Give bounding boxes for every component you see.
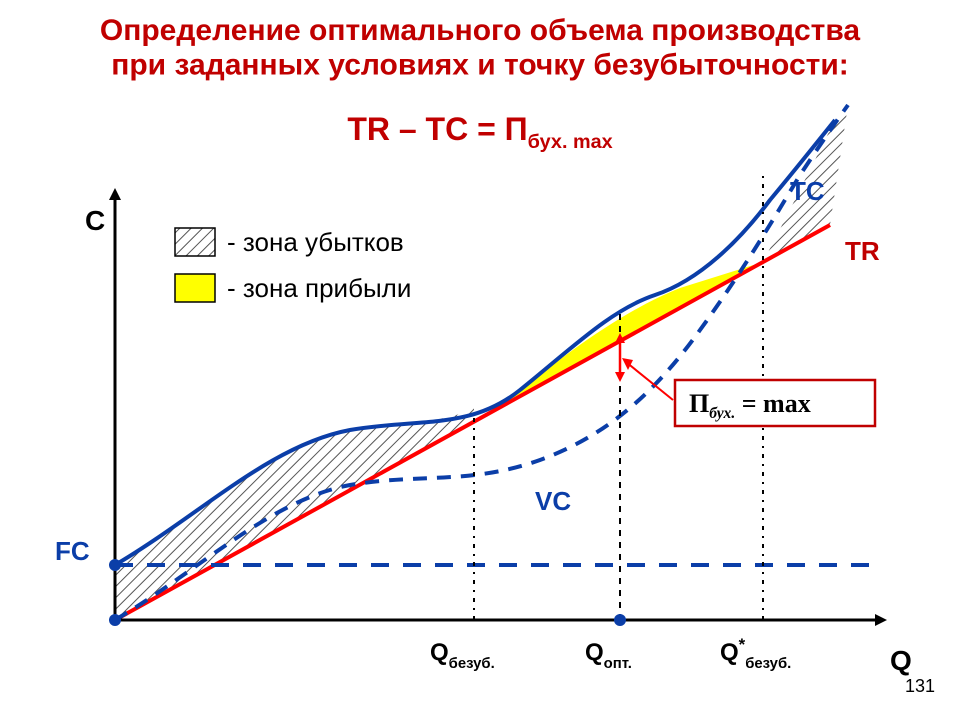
svg-text:C: C bbox=[85, 205, 105, 236]
svg-text:Определение оптимального объем: Определение оптимального объема производ… bbox=[100, 14, 860, 47]
svg-text:Q: Q bbox=[890, 645, 912, 676]
svg-text:- зона прибыли: - зона прибыли bbox=[227, 273, 411, 303]
svg-text:131: 131 bbox=[905, 676, 935, 696]
svg-text:при заданных условиях и точку: при заданных условиях и точку безубыточн… bbox=[111, 49, 849, 82]
svg-text:- зона убытков: - зона убытков bbox=[227, 227, 404, 257]
svg-text:TR: TR bbox=[845, 236, 880, 266]
svg-text:VC: VC bbox=[535, 486, 571, 516]
svg-text:Пбух. = max: Пбух. = max bbox=[689, 389, 811, 422]
svg-text:Qбезуб.: Qбезуб. bbox=[430, 639, 495, 672]
svg-text:FC: FC bbox=[55, 536, 90, 566]
svg-text:Q*безуб.: Q*безуб. bbox=[720, 635, 791, 672]
svg-text:Qопт.: Qопт. bbox=[585, 639, 632, 672]
svg-text:TR – TC = Пбух. max: TR – TC = Пбух. max bbox=[347, 111, 612, 153]
